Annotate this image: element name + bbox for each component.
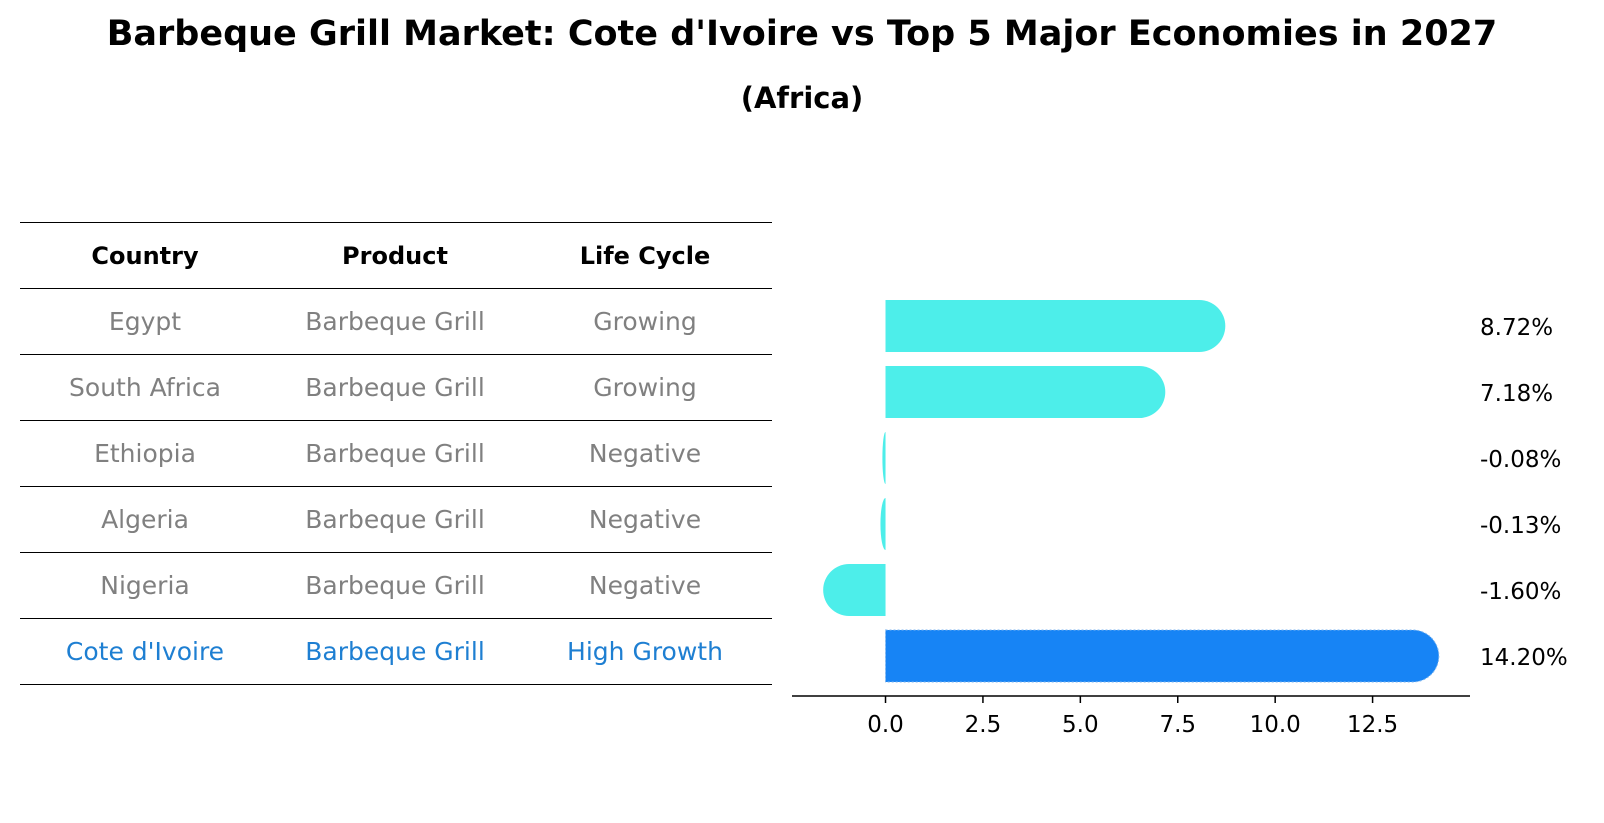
x-tick-label: 2.5 [965,712,1002,738]
header-product: Product [342,241,448,270]
value-label: 7.18% [1480,381,1553,407]
life-cycle-cell: High Growth [567,637,723,666]
table-row: Nigeria Barbeque Grill Negative [20,553,772,619]
country-cell: Egypt [108,307,182,336]
life-cycle-cell: Negative [588,505,702,534]
table-row: Egypt Barbeque Grill Growing [20,289,772,355]
bar-ethiopia [882,432,886,484]
bar-egypt [885,300,1226,352]
x-tick-label: 12.5 [1347,712,1398,738]
product-cell: Barbeque Grill [305,637,485,666]
country-cell: Cote d'Ivoire [65,637,225,666]
life-cycle-cell: Negative [588,439,702,468]
value-label: -0.08% [1480,447,1561,473]
x-tick-label: 10.0 [1250,712,1301,738]
header-country: Country [91,241,199,270]
country-cell: South Africa [69,373,221,402]
life-cycle-cell: Growing [593,373,697,402]
value-label: -1.60% [1480,579,1561,605]
chart-subtitle: (Africa) [740,81,864,115]
bar-nigeria [823,564,886,616]
x-tick-label: 0.0 [867,712,904,738]
product-cell: Barbeque Grill [305,307,485,336]
chart-title: Barbeque Grill Market: Cote d'Ivoire vs … [106,14,1498,54]
value-label: 8.72% [1480,315,1553,341]
country-cell: Nigeria [100,571,190,600]
life-cycle-cell: Growing [593,307,697,336]
x-tick-label: 7.5 [1159,712,1196,738]
table-header-row: Country Product Life Cycle [20,222,772,289]
product-cell: Barbeque Grill [305,571,485,600]
value-label: 14.20% [1480,645,1568,671]
table-row: South Africa Barbeque Grill Growing [20,355,772,421]
table-row: Algeria Barbeque Grill Negative [20,487,772,553]
product-cell: Barbeque Grill [305,439,485,468]
x-tick-label: 5.0 [1062,712,1099,738]
country-cell: Ethiopia [94,439,196,468]
product-cell: Barbeque Grill [305,505,485,534]
product-cell: Barbeque Grill [305,373,485,402]
market-table: Country Product Life Cycle Egypt Barbequ… [20,222,772,685]
value-label: -0.13% [1480,513,1561,539]
bar-south-africa [885,366,1166,418]
life-cycle-cell: Negative [588,571,702,600]
country-cell: Algeria [101,505,189,534]
bar-cote-d-ivoire [885,629,1440,683]
bar-algeria [880,498,886,550]
header-life-cycle: Life Cycle [579,241,711,270]
table-row-highlight: Cote d'Ivoire Barbeque Grill High Growth [20,619,772,685]
table-row: Ethiopia Barbeque Grill Negative [20,421,772,487]
